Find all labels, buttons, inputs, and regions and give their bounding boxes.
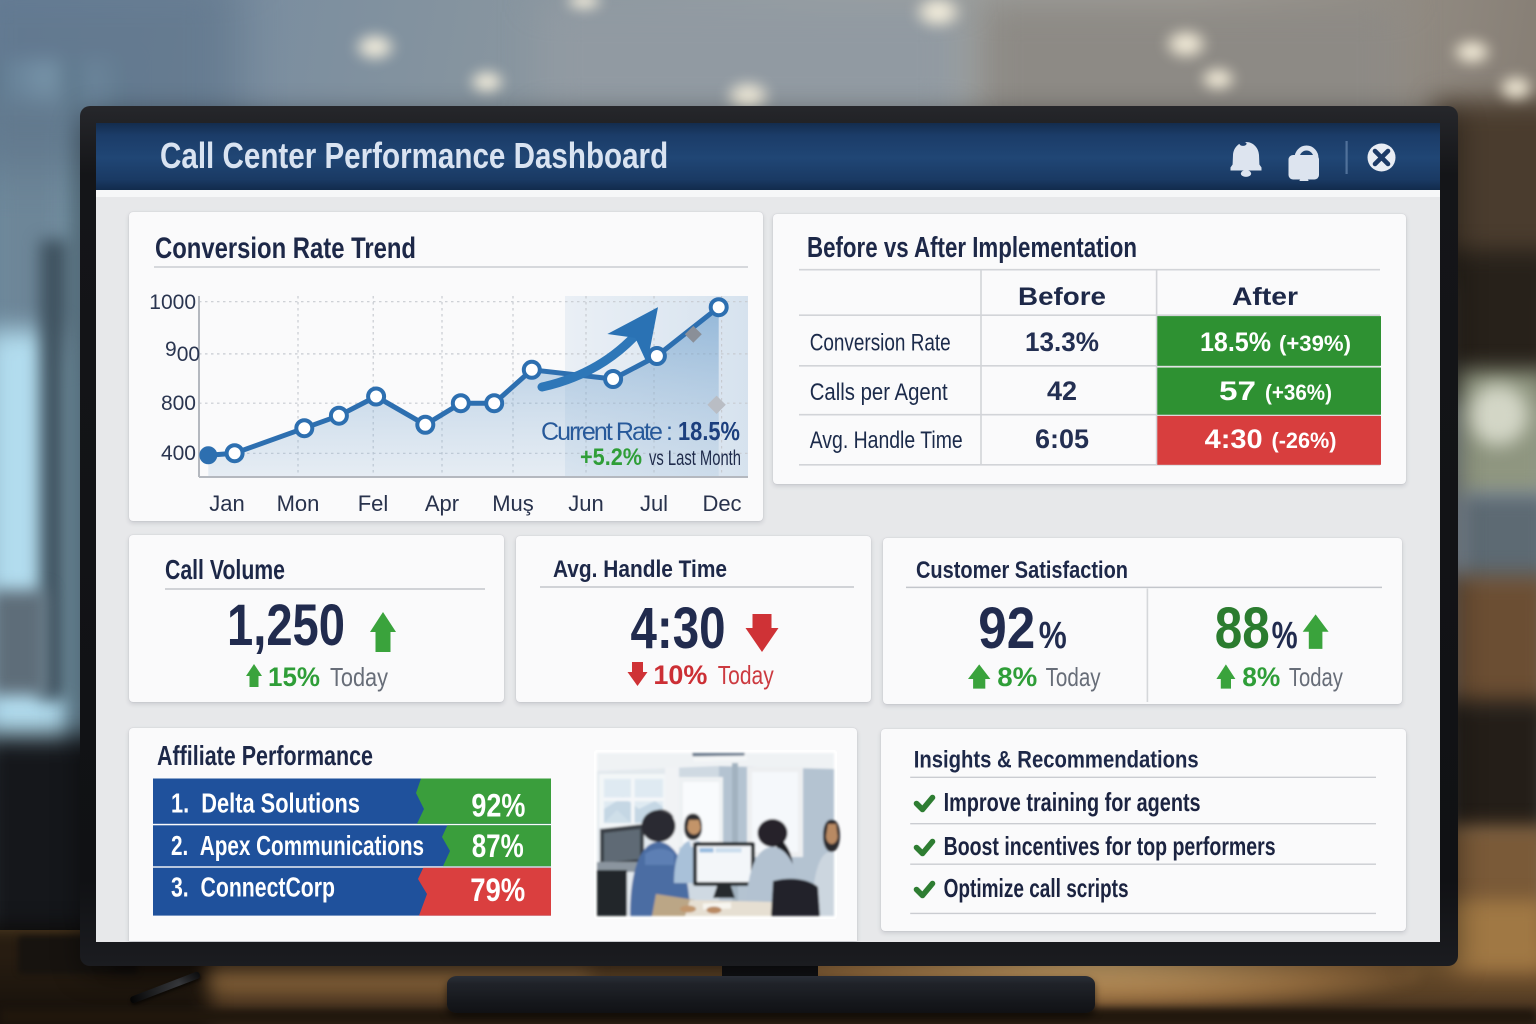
svg-text:%: %: [1272, 615, 1298, 657]
svg-text:Jan: Jan: [209, 491, 244, 516]
svg-text:92: 92: [978, 596, 1035, 661]
svg-text:Before: Before: [1018, 283, 1106, 311]
svg-text:87%: 87%: [472, 828, 524, 864]
svg-text:88: 88: [1215, 596, 1270, 661]
svg-text:6:05: 6:05: [1035, 424, 1089, 454]
svg-text:Before vs After Implementation: Before vs After Implementation: [807, 232, 1137, 264]
svg-text:Customer Satisfaction: Customer Satisfaction: [916, 557, 1128, 584]
svg-text:15%: 15%: [268, 662, 320, 692]
svg-text:8%: 8%: [1242, 662, 1280, 692]
svg-text:2. Apex Communications: 2. Apex Communications: [171, 830, 424, 861]
svg-text:Improve training for agents: Improve training for agents: [944, 787, 1201, 817]
svg-text:Today: Today: [330, 662, 388, 692]
svg-text:Conversion Rate Trend: Conversion Rate Trend: [155, 232, 416, 265]
svg-text:Jun: Jun: [568, 491, 603, 516]
svg-text:1000: 1000: [149, 291, 196, 314]
svg-text:42: 42: [1047, 376, 1077, 406]
svg-text:18.5%: 18.5%: [678, 416, 740, 446]
svg-text:79%: 79%: [470, 872, 525, 908]
svg-text:(+39%): (+39%): [1279, 331, 1351, 356]
svg-text:Fel: Fel: [358, 491, 389, 516]
svg-text:18.5%: 18.5%: [1200, 327, 1271, 357]
svg-text:(-26%): (-26%): [1272, 428, 1337, 453]
svg-text:Calls per Agent: Calls per Agent: [810, 379, 948, 406]
svg-text:Affiliate Performance: Affiliate Performance: [157, 740, 373, 771]
svg-text:+5.2%: +5.2%: [580, 444, 642, 471]
svg-text:After: After: [1232, 283, 1298, 311]
svg-text:(+36%): (+36%): [1265, 380, 1332, 405]
svg-text:vs Last Month: vs Last Month: [649, 447, 741, 470]
svg-text:Today: Today: [718, 660, 774, 690]
svg-text:1,250: 1,250: [227, 593, 345, 658]
svg-text:Avg. Handle Time: Avg. Handle Time: [810, 427, 963, 454]
svg-text:3. ConnectCorp: 3. ConnectCorp: [171, 872, 335, 903]
svg-text:4:30: 4:30: [1205, 424, 1263, 454]
svg-text:13.3%: 13.3%: [1025, 327, 1099, 357]
svg-text:900: 900: [165, 338, 200, 366]
svg-text:Apr: Apr: [425, 491, 459, 516]
svg-text:Mon: Mon: [277, 491, 320, 516]
svg-text:1. Delta Solutions: 1. Delta Solutions: [171, 788, 360, 819]
svg-text:Insights & Recommendations: Insights & Recommendations: [914, 747, 1199, 774]
svg-text:Today: Today: [1289, 662, 1343, 692]
svg-text:92%: 92%: [471, 788, 525, 824]
svg-text:10%: 10%: [653, 660, 707, 690]
svg-text:Today: Today: [1046, 662, 1101, 692]
svg-text:Call Volume: Call Volume: [165, 554, 285, 585]
svg-text:400: 400: [161, 442, 196, 465]
svg-text:Avg. Handle Time: Avg. Handle Time: [553, 556, 727, 583]
svg-text:Dec: Dec: [702, 491, 741, 516]
svg-text:Conversion Rate: Conversion Rate: [810, 330, 951, 357]
svg-text:Muş: Muş: [492, 491, 534, 516]
svg-text:4:30: 4:30: [631, 596, 726, 661]
svg-text:8%: 8%: [997, 662, 1037, 692]
svg-text:Boost incentives for top perfo: Boost incentives for top performers: [944, 831, 1276, 861]
svg-text:800: 800: [161, 392, 196, 415]
svg-text:Optimize call scripts: Optimize call scripts: [944, 873, 1129, 903]
svg-text:%: %: [1039, 615, 1067, 657]
svg-text:Current Rate :: Current Rate :: [541, 418, 673, 446]
svg-text:57: 57: [1219, 376, 1256, 406]
svg-text:Jul: Jul: [640, 491, 668, 516]
